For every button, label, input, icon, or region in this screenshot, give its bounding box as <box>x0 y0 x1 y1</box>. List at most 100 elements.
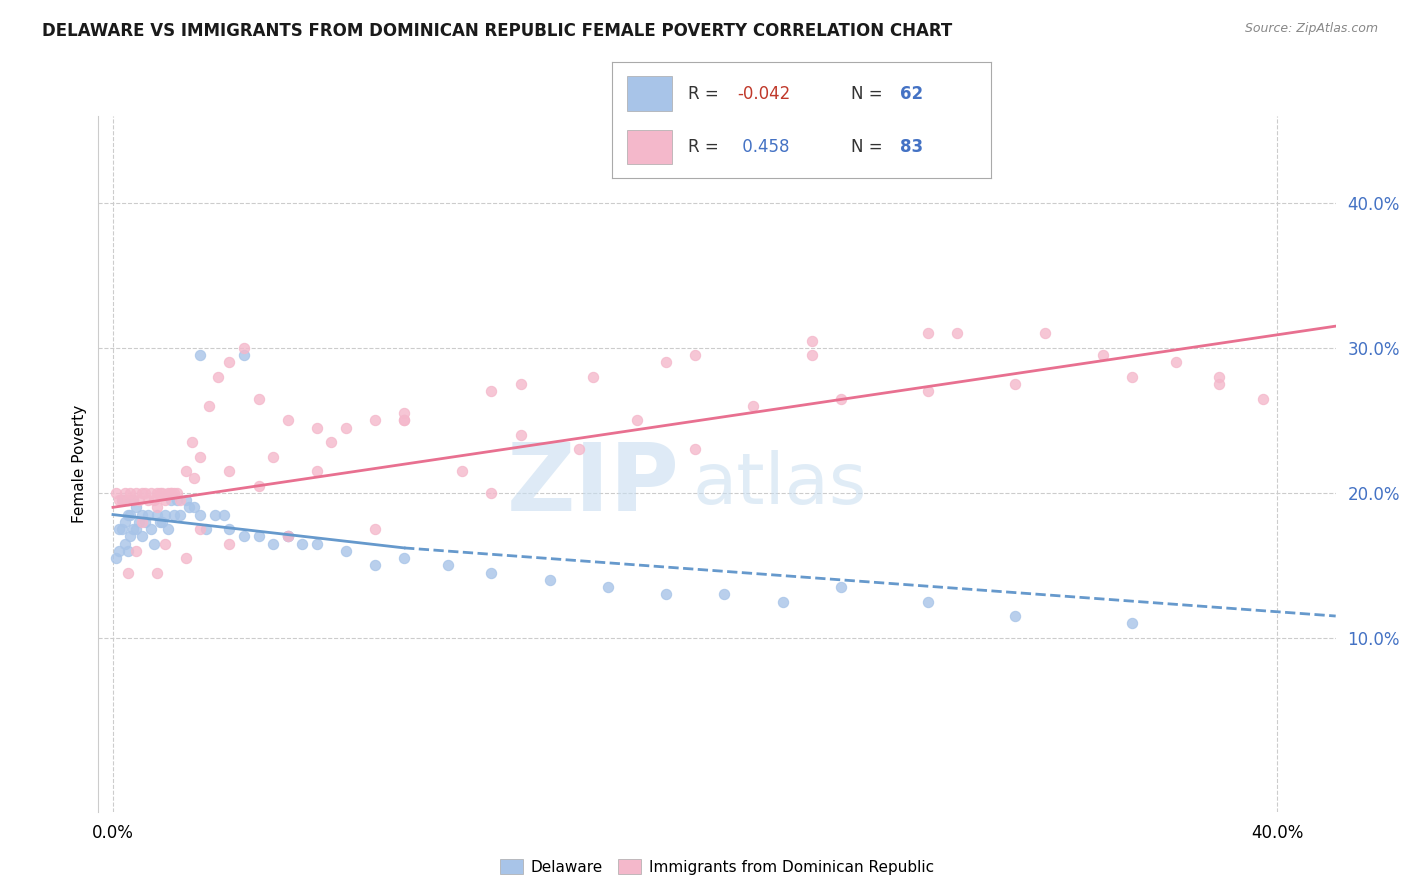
Point <box>1251 392 1274 406</box>
Point <box>107 544 129 558</box>
Point <box>204 508 226 522</box>
Point <box>207 369 229 384</box>
Point <box>128 515 150 529</box>
Point <box>683 442 706 457</box>
Point <box>145 485 167 500</box>
Point <box>917 326 939 341</box>
FancyBboxPatch shape <box>627 129 672 164</box>
Point <box>305 536 328 550</box>
Point <box>247 529 270 543</box>
Point <box>160 485 183 500</box>
Point <box>131 515 153 529</box>
Point <box>120 529 142 543</box>
Point <box>177 500 200 515</box>
Point <box>582 369 605 384</box>
Point <box>188 522 211 536</box>
Point <box>120 485 142 500</box>
Point <box>139 522 162 536</box>
Point <box>152 485 174 500</box>
Point <box>277 529 299 543</box>
Point <box>247 478 270 492</box>
Point <box>145 500 167 515</box>
Point <box>1121 369 1143 384</box>
Point <box>218 355 240 369</box>
Text: R =: R = <box>688 138 724 156</box>
Point <box>134 515 156 529</box>
Point <box>305 420 328 434</box>
Point <box>233 348 256 362</box>
Point <box>1164 355 1187 369</box>
Text: R =: R = <box>688 85 724 103</box>
Point <box>392 551 415 566</box>
Point <box>305 464 328 478</box>
Point <box>364 522 387 536</box>
Point <box>107 522 129 536</box>
Point <box>117 508 139 522</box>
Point <box>180 435 202 450</box>
Point <box>160 493 183 508</box>
Point <box>131 485 153 500</box>
Point <box>451 464 474 478</box>
Point <box>1033 326 1056 341</box>
Point <box>145 566 167 580</box>
Point <box>131 508 153 522</box>
FancyBboxPatch shape <box>627 77 672 112</box>
Point <box>163 485 186 500</box>
Point <box>155 493 177 508</box>
Point <box>188 450 211 464</box>
Point <box>125 544 148 558</box>
Point <box>188 508 211 522</box>
Point <box>166 493 188 508</box>
Point <box>335 544 357 558</box>
Point <box>277 413 299 427</box>
Point <box>291 536 314 550</box>
Point <box>392 413 415 427</box>
Point <box>1208 377 1230 392</box>
Point <box>114 536 136 550</box>
Point <box>800 348 823 362</box>
Point <box>321 435 343 450</box>
Text: DELAWARE VS IMMIGRANTS FROM DOMINICAN REPUBLIC FEMALE POVERTY CORRELATION CHART: DELAWARE VS IMMIGRANTS FROM DOMINICAN RE… <box>42 22 952 40</box>
Point <box>392 413 415 427</box>
Point <box>364 413 387 427</box>
Point <box>233 341 256 355</box>
Text: N =: N = <box>851 138 887 156</box>
Point <box>114 515 136 529</box>
Point <box>166 485 188 500</box>
Point <box>122 522 145 536</box>
Point <box>436 558 458 573</box>
Point <box>481 485 503 500</box>
Point <box>800 334 823 348</box>
Point <box>136 493 159 508</box>
Point <box>509 428 531 442</box>
Point <box>139 485 162 500</box>
Text: N =: N = <box>851 85 887 103</box>
Text: 83: 83 <box>900 138 924 156</box>
Point <box>1004 609 1026 624</box>
Point <box>218 464 240 478</box>
Point <box>1208 369 1230 384</box>
Point <box>596 580 619 594</box>
Point <box>104 485 127 500</box>
Point <box>198 399 221 413</box>
Text: 62: 62 <box>900 85 924 103</box>
Point <box>218 536 240 550</box>
Point <box>125 500 148 515</box>
Text: ZIP: ZIP <box>508 439 681 531</box>
Point <box>655 355 678 369</box>
Legend: Delaware, Immigrants from Dominican Republic: Delaware, Immigrants from Dominican Repu… <box>494 853 941 880</box>
Point <box>946 326 969 341</box>
Point <box>120 508 142 522</box>
Point <box>262 450 284 464</box>
Text: 0.458: 0.458 <box>737 138 789 156</box>
Point <box>568 442 591 457</box>
Point <box>163 508 186 522</box>
Point <box>277 529 299 543</box>
Point <box>772 594 794 608</box>
Point <box>364 558 387 573</box>
Point <box>917 594 939 608</box>
Point <box>148 485 170 500</box>
Text: atlas: atlas <box>692 450 866 519</box>
Point <box>183 471 205 485</box>
Point <box>142 493 165 508</box>
